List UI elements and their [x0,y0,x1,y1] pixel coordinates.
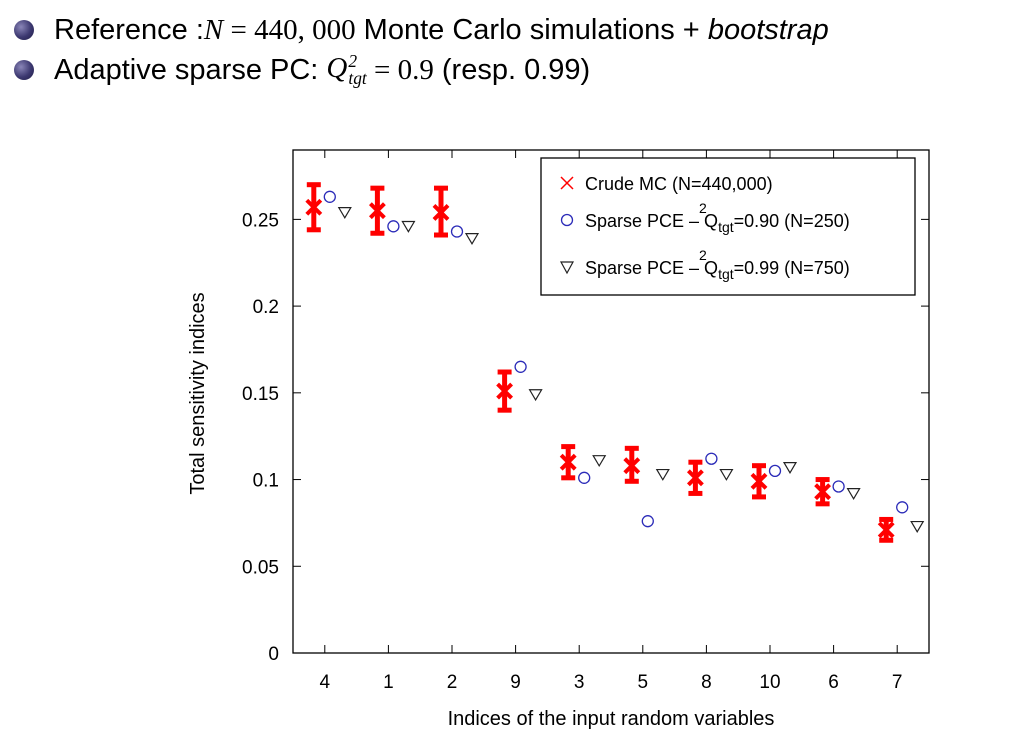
bullet-dot-icon [14,20,34,40]
math-equals: = [223,13,255,46]
pce-099-point [464,233,480,246]
pce-099-point [528,389,543,402]
legend-box [540,157,916,296]
crude-mc-point [814,483,832,501]
pce-099-point [655,468,670,481]
crude-mc-x-stroke [305,198,323,216]
x-tick-label: 10 [759,672,780,693]
pce-090-point [578,471,591,484]
pce-099-point [401,220,416,233]
crude-mc-point [368,202,386,220]
pce-090-point [387,220,400,233]
bullet-list: Reference : N = 440, 000 Monte Carlo sim… [14,10,1009,90]
legend-label-pce-090: Sparse PCE – Qtgt=0.90 (N=250) [585,211,850,235]
pce-090-point [450,225,464,238]
y-tick-label: 0.15 [242,384,279,405]
pce-099-point [719,468,734,481]
x-tick-label: 8 [701,672,712,693]
crude-mc-point [623,457,641,475]
legend-label-main: Sparse PCE – Q [585,258,718,278]
pce-090-point [832,480,845,493]
legend-x-icon [560,176,574,190]
legend-label-rest: =0.90 (N=250) [734,211,850,231]
y-tick-label: 0.1 [253,471,279,492]
legend-label-rest: =0.99 (N=750) [734,258,850,278]
legend: Crude MC (N=440,000)Sparse PCE – Qtgt=0.… [540,157,916,296]
legend-label-sup: 2 [699,247,707,263]
x-tick-label: 4 [320,672,331,693]
pce-099-point [910,520,925,533]
bullet-reference: Reference : N = 440, 000 Monte Carlo sim… [14,10,1009,50]
legend-label-pce-099: Sparse PCE – Qtgt=0.99 (N=750) [585,258,850,282]
x-tick-label: 6 [828,672,839,693]
bullet-adaptive-prefix: Adaptive sparse PC: [54,53,327,86]
x-tick-label: 3 [574,672,585,693]
x-tick-label: 1 [383,672,394,693]
crude-mc-x-stroke [559,453,577,471]
legend-label-sup: 2 [699,200,707,216]
math-q-letter: Q [326,52,348,85]
bullet-adaptive-suffix: (resp. 0.99) [433,53,591,86]
legend-triangle-icon [559,261,575,275]
pce-090-point [768,464,782,478]
crude-mc-point [686,469,704,487]
math-number-09: 0.9 [397,53,434,86]
pce-099-point [337,207,352,220]
legend-label-sub: tgt [718,266,734,282]
pce-090-point [323,190,336,203]
crude-mc-point [559,453,577,471]
legend-circle-icon [560,213,574,227]
y-tick-label: 0.05 [242,557,279,578]
bullet-reference-prefix: Reference : [54,13,204,46]
math-var-n: N [203,13,224,46]
math-number-440000: 440, 000 [254,13,356,46]
bullet-dot-icon [14,60,34,80]
y-axis-label: Total sensitivity indices [187,292,209,494]
crude-mc-point [877,521,895,539]
y-tick-label: 0 [268,644,279,665]
plot-frame [292,149,930,654]
x-axis-label: Indices of the input random variables [448,708,775,730]
pce-090-point [896,501,909,514]
x-tick-label: 2 [447,672,458,693]
legend-label-sub: tgt [718,219,734,235]
crude-mc-point [750,472,768,490]
math-var-q: Q 2 tgt [326,52,366,88]
pce-090-point [705,452,718,465]
bullet-reference-text: Monte Carlo simulations + [355,13,708,46]
crude-mc-point [496,382,514,400]
math-equals: = [366,53,398,86]
x-tick-label: 5 [638,672,649,693]
legend-label-main: Sparse PCE – Q [585,211,718,231]
y-tick-label: 0.2 [253,297,279,318]
pce-090-point [641,515,654,528]
crude-mc-x-stroke [368,202,386,220]
crude-mc-x-stroke [623,457,641,475]
crude-mc-x-stroke [814,483,832,501]
x-tick-label: 9 [510,672,521,693]
crude-mc-x-stroke [686,469,704,487]
pce-099-point [592,455,607,468]
y-tick-label: 0.25 [242,210,279,231]
crude-mc-point [305,198,323,216]
pce-099-point [782,462,798,474]
x-tick-label: 7 [892,672,903,693]
crude-mc-x-stroke [877,521,895,539]
bullet-reference-bootstrap: bootstrap [707,13,829,46]
legend-label-crude-mc: Crude MC (N=440,000) [585,174,773,194]
math-q-sup: 2 [348,51,358,72]
crude-mc-x-stroke [496,382,514,400]
crude-mc-x-stroke [432,204,450,221]
crude-mc-point [432,204,450,221]
bullet-adaptive-pc: Adaptive sparse PC: Q 2 tgt = 0.9 (resp. 0… [14,50,1009,90]
pce-090-point [514,360,527,373]
pce-099-point [846,488,861,501]
crude-mc-x-stroke [750,472,768,490]
math-q-sub: tgt [348,68,367,89]
